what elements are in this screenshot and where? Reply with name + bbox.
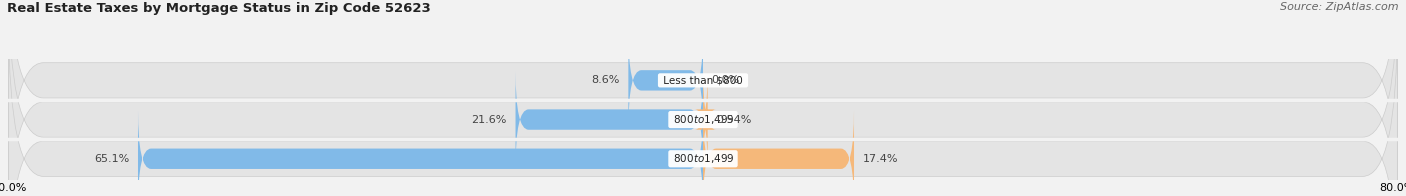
Text: $800 to $1,499: $800 to $1,499 xyxy=(671,152,735,165)
FancyBboxPatch shape xyxy=(695,71,716,168)
FancyBboxPatch shape xyxy=(8,0,1398,196)
Text: Real Estate Taxes by Mortgage Status in Zip Code 52623: Real Estate Taxes by Mortgage Status in … xyxy=(7,2,430,15)
FancyBboxPatch shape xyxy=(138,110,703,196)
Text: Source: ZipAtlas.com: Source: ZipAtlas.com xyxy=(1281,2,1399,12)
Text: 65.1%: 65.1% xyxy=(94,154,129,164)
Text: 21.6%: 21.6% xyxy=(471,114,506,125)
Text: 0.0%: 0.0% xyxy=(711,75,740,85)
Text: 8.6%: 8.6% xyxy=(592,75,620,85)
Text: 17.4%: 17.4% xyxy=(863,154,898,164)
Text: Less than $800: Less than $800 xyxy=(659,75,747,85)
FancyBboxPatch shape xyxy=(516,71,703,168)
FancyBboxPatch shape xyxy=(8,20,1398,196)
Text: 0.54%: 0.54% xyxy=(717,114,752,125)
Text: $800 to $1,499: $800 to $1,499 xyxy=(671,113,735,126)
FancyBboxPatch shape xyxy=(8,0,1398,196)
FancyBboxPatch shape xyxy=(703,110,853,196)
FancyBboxPatch shape xyxy=(628,32,703,129)
